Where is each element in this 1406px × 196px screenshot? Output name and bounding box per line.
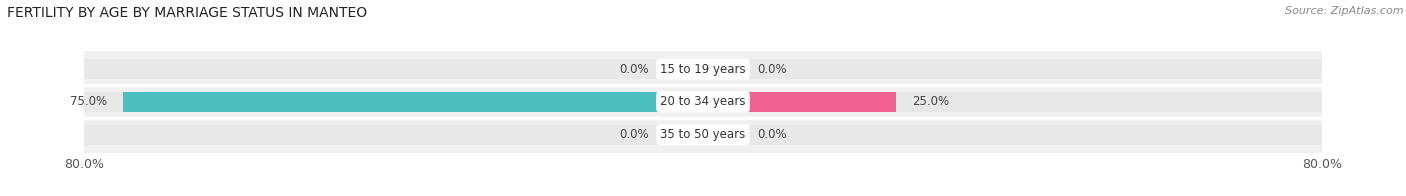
Bar — [703, 92, 897, 112]
Text: 0.0%: 0.0% — [756, 128, 787, 141]
Text: 20 to 34 years: 20 to 34 years — [661, 95, 745, 108]
Bar — [84, 125, 1322, 145]
Text: Source: ZipAtlas.com: Source: ZipAtlas.com — [1285, 6, 1403, 16]
Text: 15 to 19 years: 15 to 19 years — [661, 63, 745, 75]
Text: 0.0%: 0.0% — [619, 63, 650, 75]
Bar — [665, 59, 703, 79]
Text: 0.0%: 0.0% — [756, 63, 787, 75]
Text: 0.0%: 0.0% — [619, 128, 650, 141]
Bar — [84, 59, 1322, 79]
Text: FERTILITY BY AGE BY MARRIAGE STATUS IN MANTEO: FERTILITY BY AGE BY MARRIAGE STATUS IN M… — [7, 6, 367, 20]
Bar — [703, 59, 742, 79]
Bar — [665, 125, 703, 145]
Bar — [124, 92, 703, 112]
Bar — [703, 125, 742, 145]
Text: 75.0%: 75.0% — [70, 95, 107, 108]
Bar — [84, 92, 1322, 112]
Text: 25.0%: 25.0% — [912, 95, 949, 108]
Text: 35 to 50 years: 35 to 50 years — [661, 128, 745, 141]
